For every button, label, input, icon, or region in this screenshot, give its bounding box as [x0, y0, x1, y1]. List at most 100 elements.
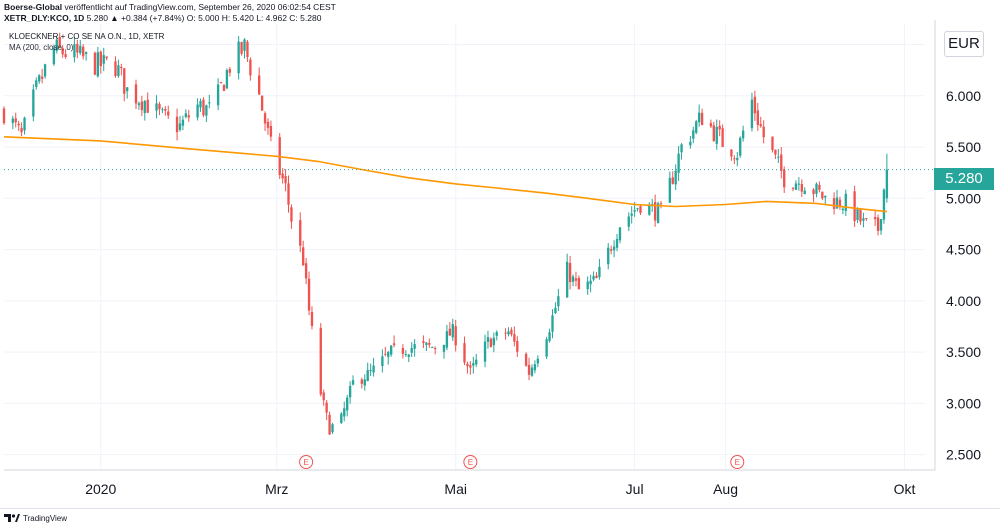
- candle-body: [595, 275, 598, 279]
- candle-body: [469, 365, 472, 368]
- x-tick-label: 2020: [85, 481, 116, 497]
- candle-body: [425, 342, 428, 346]
- candle-body: [653, 202, 657, 221]
- candle-body: [489, 338, 493, 348]
- candle-body: [554, 307, 557, 314]
- candle-body: [331, 424, 334, 433]
- candle-body: [841, 208, 845, 211]
- candle-body: [533, 364, 537, 371]
- candle-body: [700, 112, 704, 126]
- candle-body: [730, 149, 733, 157]
- candle-body: [574, 278, 578, 281]
- candle-body: [774, 149, 777, 155]
- candle-body: [551, 315, 554, 332]
- candle-body: [164, 108, 167, 111]
- candle-body: [64, 54, 67, 57]
- candle-body: [237, 41, 240, 74]
- x-tick-label: Mrz: [265, 481, 288, 497]
- candle-body: [451, 324, 454, 338]
- candle-body: [40, 76, 44, 79]
- candle-body: [225, 70, 229, 89]
- candle-body: [565, 261, 569, 298]
- candle-body: [689, 141, 692, 146]
- y-tick-label: 3.500: [946, 344, 981, 360]
- candle-body: [351, 380, 355, 385]
- candle-body: [557, 296, 560, 307]
- candle-body: [93, 52, 97, 75]
- candle-body: [61, 48, 64, 55]
- candle-body: [577, 277, 581, 290]
- candle-body: [343, 408, 346, 417]
- legend-ma[interactable]: MA (200, close, 0): [9, 43, 74, 52]
- candle-body: [879, 218, 883, 231]
- candle-body: [219, 82, 223, 84]
- ma-200-line: [3, 136, 887, 213]
- candle-body: [733, 158, 736, 160]
- candle-body: [592, 276, 595, 280]
- footer: TradingView: [4, 513, 67, 523]
- quote-values: 5.280 ▲ +0.384 (+7.84%) O: 5.000 H: 5.42…: [84, 13, 322, 23]
- candle-body: [486, 337, 490, 342]
- candle-body: [205, 105, 208, 116]
- candle-body: [741, 130, 745, 139]
- candle-body: [181, 119, 185, 126]
- candle-body: [302, 247, 305, 266]
- candle-body: [656, 203, 660, 224]
- candle-body: [263, 113, 267, 124]
- candle-body: [659, 203, 663, 205]
- candle-body: [797, 183, 801, 185]
- candle-body: [612, 246, 616, 251]
- candle-body: [454, 326, 457, 346]
- candle-body: [627, 216, 630, 227]
- candle-body: [431, 347, 434, 349]
- candle-body: [249, 59, 252, 76]
- candle-body: [568, 263, 572, 283]
- y-tick-label: 5.000: [946, 190, 981, 206]
- candle-body: [615, 238, 619, 248]
- candle-body: [762, 126, 765, 138]
- candle-body: [648, 204, 651, 215]
- candle-body: [363, 379, 366, 386]
- candle-body: [322, 392, 325, 401]
- candle-body: [161, 109, 164, 111]
- currency-label[interactable]: EUR: [944, 31, 984, 57]
- footer-brand[interactable]: TradingView: [23, 513, 68, 523]
- candle-body: [475, 359, 478, 365]
- candle-body: [348, 386, 352, 398]
- candle-body: [246, 41, 249, 57]
- legend-title: KLOECKNER + CO SE NA O.N., 1D, XETR: [9, 32, 165, 41]
- candle-body: [310, 311, 314, 326]
- symbol-label: XETR_DLY:KCO, 1D: [4, 13, 85, 23]
- candle-body: [695, 121, 698, 133]
- candle-body: [821, 191, 824, 199]
- candle-body: [448, 328, 452, 336]
- earnings-marker-label: E: [468, 458, 473, 467]
- candle-body: [876, 217, 880, 231]
- candle-body: [463, 343, 466, 363]
- earnings-marker-label: E: [735, 458, 740, 467]
- y-tick-label: 6.000: [946, 88, 981, 104]
- candle-body: [243, 39, 246, 51]
- candle-body: [771, 136, 774, 151]
- candle-body: [258, 75, 261, 95]
- tradingview-logo-icon: [4, 514, 20, 522]
- candle-body: [369, 370, 372, 372]
- candle-body: [756, 110, 759, 126]
- price-chart[interactable]: 2.500 3.000 3.500 4.000 4.500 5.000 5.500 6.000…: [0, 0, 1000, 508]
- candle-body: [800, 183, 803, 192]
- candle-body: [442, 344, 446, 352]
- last-price-tag: 5.280: [934, 168, 994, 190]
- candle-body: [527, 364, 531, 375]
- candle-body: [739, 137, 742, 156]
- candle-body: [777, 156, 780, 158]
- candle-body: [384, 353, 387, 355]
- earnings-marker: [730, 455, 745, 469]
- candle-body: [407, 354, 410, 357]
- candle-body: [401, 348, 405, 354]
- candle-body: [815, 183, 818, 194]
- candle-body: [284, 176, 287, 184]
- candle-body: [753, 96, 757, 114]
- candle-body: [196, 104, 199, 118]
- candle-body: [32, 89, 35, 117]
- candle-body: [266, 121, 270, 128]
